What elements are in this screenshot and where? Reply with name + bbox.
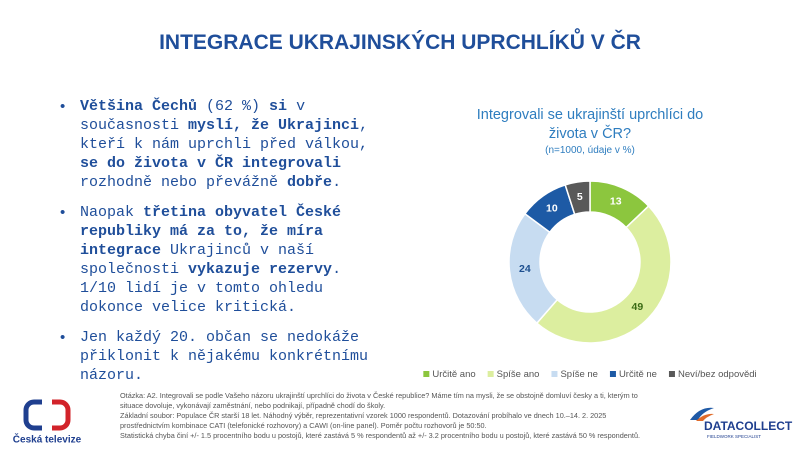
legend-label: Neví/bez odpovědi bbox=[678, 369, 757, 380]
legend-label: Určitě ne bbox=[619, 369, 657, 380]
bullet-text: Většina Čechů bbox=[80, 98, 198, 115]
legend-label: Spíše ne bbox=[560, 369, 598, 380]
data-label: 24 bbox=[519, 263, 531, 275]
footnote-line: situace dovoluje, vykonávají zaměstnání,… bbox=[120, 401, 386, 410]
chart-title: Integrovali se ukrajinští uprchlíci do ž… bbox=[476, 107, 704, 142]
bullet-text: rozhodně nebo převážně bbox=[80, 174, 288, 191]
legend-swatch bbox=[609, 371, 616, 377]
bullet: Většina Čechů (62 %) si v současnosti my… bbox=[58, 97, 378, 192]
bullet-text: dobře bbox=[287, 174, 333, 191]
bullet-text: . bbox=[332, 174, 342, 191]
data-label: 13 bbox=[610, 196, 622, 208]
data-label: 49 bbox=[632, 301, 644, 313]
footnote: Otázka: A2. Integrovali se podle Vašeho … bbox=[120, 391, 700, 441]
donut-segment bbox=[564, 180, 591, 216]
slide-title: INTEGRACE UKRAJINSKÝCH UPRCHLÍKŮ V ČR bbox=[159, 31, 641, 54]
footnote-line: Statistická chyba činí +/- 1.5 procentní… bbox=[120, 431, 641, 440]
bullet-text: myslí, že Ukrajinci bbox=[188, 117, 360, 134]
footnote-line: prostřednictvím kombinace CATI (telefoni… bbox=[120, 421, 487, 430]
bullet-text: Naopak bbox=[80, 204, 144, 221]
bullet: Jen každý 20. občan se nedokáže přikloni… bbox=[58, 328, 378, 385]
bullet-text: třetina obyvatel České republiky má za t… bbox=[80, 204, 342, 259]
bullet-text: , kteří k nám uprchli před válkou, bbox=[80, 117, 369, 153]
footnote-line: Základní soubor: Populace ČR starší 18 l… bbox=[120, 411, 607, 420]
bullet-text: (62 %) bbox=[197, 98, 270, 115]
bullet-text: Ukrajinců v naší společnosti bbox=[80, 242, 315, 278]
bullet-text: v současnosti bbox=[80, 98, 306, 134]
bullet-text: se do života v ČR integrovali bbox=[80, 155, 342, 172]
legend-swatch bbox=[668, 371, 675, 377]
bullet: Naopak třetina obyvatel České republiky … bbox=[58, 203, 378, 317]
logo-text: DATACOLLECT bbox=[704, 419, 793, 433]
legend-label: Určitě ano bbox=[432, 369, 475, 380]
bullet-text: . 1/10 lidí je v tomto ohledu dokonce ve… bbox=[80, 261, 342, 316]
bullet-text: vykazuje rezervy bbox=[188, 261, 333, 278]
footnote-line: Otázka: A2. Integrovali se podle Vašeho … bbox=[120, 391, 638, 400]
bullet-list: Většina Čechů (62 %) si v současnosti my… bbox=[58, 97, 378, 396]
legend-label: Spíše ano bbox=[497, 369, 540, 380]
logo-text: Česká televize bbox=[13, 433, 82, 446]
legend-swatch bbox=[487, 371, 494, 377]
logo-subtext: FIELDWORK SPECIALIST bbox=[707, 434, 761, 439]
legend-swatch bbox=[423, 371, 430, 377]
chart-subtitle: (n=1000, údaje v %) bbox=[545, 145, 635, 156]
data-label: 10 bbox=[546, 203, 558, 215]
datacollect-logo bbox=[690, 407, 714, 421]
bullet-text: si bbox=[269, 98, 288, 115]
legend: Určitě ano Spíše ano Spíše ne Určitě ne Neví… bbox=[423, 369, 757, 380]
data-label: 5 bbox=[577, 191, 583, 203]
legend-swatch bbox=[551, 371, 558, 377]
ct-logo bbox=[23, 399, 71, 431]
bullet-text: Jen každý 20. občan se nedokáže přikloni… bbox=[80, 329, 369, 384]
donut-segment bbox=[535, 205, 672, 344]
